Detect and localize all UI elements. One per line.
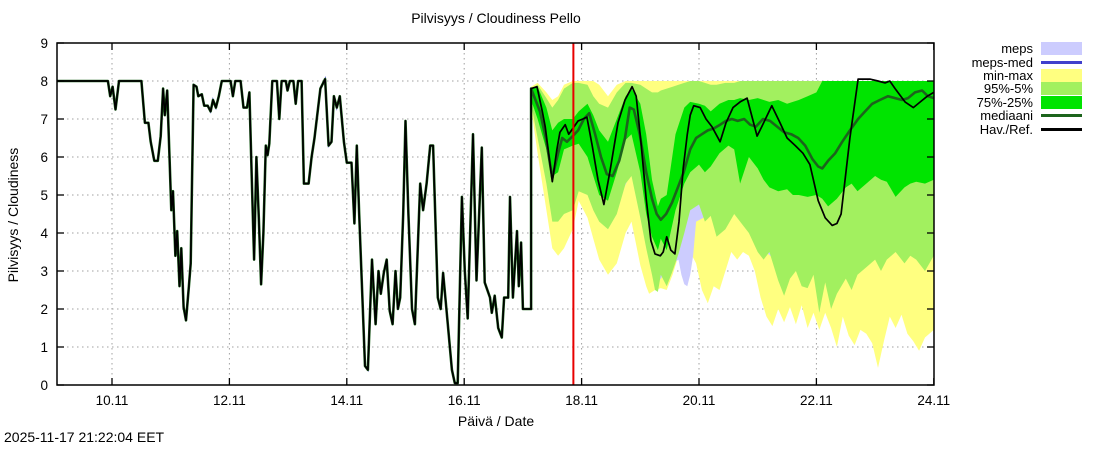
- plot-border: [56, 42, 935, 386]
- y-tick-label: 8: [40, 74, 48, 89]
- x-tick-label: 14.11: [330, 393, 363, 408]
- legend-row: meps: [972, 41, 1082, 57]
- y-tick-label: 0: [40, 378, 48, 393]
- legend-swatch-band: [1041, 95, 1082, 109]
- legend-row: Hav./Ref.: [972, 121, 1082, 137]
- y-tick-label: 9: [40, 36, 48, 51]
- legend-row: 75%-25%: [972, 94, 1082, 110]
- y-tick-label: 3: [40, 264, 48, 279]
- legend-swatch-band: [1041, 82, 1082, 96]
- legend-swatch-line: [1041, 60, 1082, 64]
- y-tick-label: 6: [40, 150, 48, 165]
- x-tick-label: 24.11: [917, 393, 950, 408]
- legend-swatch-line: [1041, 127, 1082, 131]
- x-tick-label: 12.11: [213, 393, 246, 408]
- generated-timestamp: 2025-11-17 21:22:04 EET: [4, 429, 165, 445]
- y-tick-label: 1: [40, 340, 48, 355]
- legend-row: 95%-5%: [972, 81, 1082, 97]
- legend-row: meps-med: [971, 54, 1082, 70]
- x-tick-label: 22.11: [800, 393, 833, 408]
- legend: meps meps-med min-max 95%-5% 75%-25% mediaani…: [972, 42, 1082, 136]
- y-tick-label: 4: [40, 226, 48, 241]
- chart-title: Pilvisyys / Cloudiness Pello: [411, 10, 581, 26]
- x-tick-label: 16.11: [448, 393, 481, 408]
- legend-label: min-max: [983, 67, 1033, 83]
- legend-label: mediaani: [980, 108, 1033, 124]
- y-tick-label: 2: [40, 302, 48, 317]
- band-75-25-: [531, 81, 934, 251]
- y-tick-label: 7: [40, 112, 48, 127]
- legend-swatch-band: [1041, 42, 1082, 56]
- legend-label: 75%-25%: [976, 94, 1033, 110]
- x-tick-label: 20.11: [683, 393, 716, 408]
- legend-row: mediaani: [972, 109, 1082, 122]
- x-tick-label: 18.11: [565, 393, 598, 408]
- x-axis-label: Päivä / Date: [457, 413, 535, 429]
- legend-swatch-band: [1041, 68, 1082, 82]
- legend-row: min-max: [972, 67, 1082, 83]
- havref-line: [56, 78, 935, 384]
- legend-label: meps-med: [971, 54, 1033, 70]
- legend-swatch-line: [1041, 114, 1082, 118]
- legend-label: 95%-5%: [983, 81, 1033, 97]
- x-tick-label: 10.11: [96, 393, 129, 408]
- y-tick-label: 5: [40, 188, 48, 203]
- legend-label: Hav./Ref.: [979, 121, 1033, 137]
- legend-label: meps: [1001, 41, 1033, 57]
